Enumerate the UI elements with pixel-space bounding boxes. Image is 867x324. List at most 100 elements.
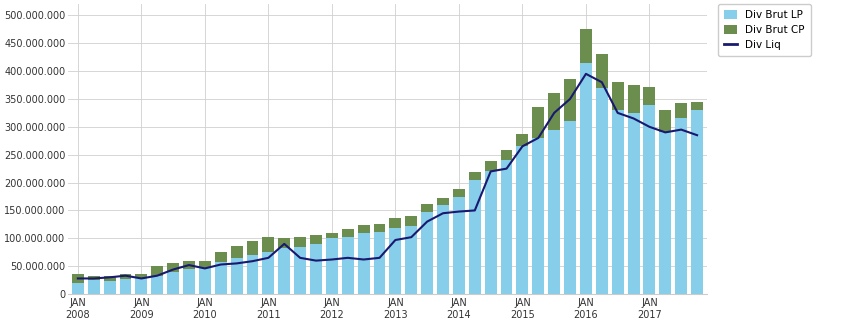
- Bar: [406, 216, 417, 226]
- Div Liq: [406, 235, 416, 239]
- Bar: [469, 180, 480, 294]
- Bar: [246, 255, 258, 294]
- Div Liq: [121, 274, 131, 278]
- Bar: [675, 103, 688, 119]
- Bar: [215, 252, 226, 262]
- Bar: [612, 110, 623, 294]
- Bar: [151, 266, 163, 276]
- Bar: [231, 246, 243, 258]
- Bar: [120, 274, 132, 279]
- Bar: [183, 261, 195, 269]
- Div Liq: [136, 276, 147, 280]
- Bar: [278, 238, 290, 249]
- Bar: [342, 229, 354, 237]
- Div Liq: [295, 256, 305, 260]
- Bar: [104, 276, 115, 281]
- Bar: [263, 237, 274, 252]
- Div Liq: [88, 276, 99, 280]
- Div Liq: [422, 220, 433, 224]
- Bar: [88, 280, 100, 294]
- Bar: [374, 232, 386, 294]
- Bar: [183, 269, 195, 294]
- Bar: [643, 87, 655, 105]
- Div Liq: [629, 117, 639, 121]
- Bar: [104, 281, 115, 294]
- Div Liq: [327, 258, 337, 261]
- Div Liq: [565, 97, 576, 101]
- Bar: [294, 247, 306, 294]
- Div Liq: [73, 276, 83, 280]
- Div Liq: [660, 131, 670, 134]
- Div Liq: [486, 169, 496, 173]
- Bar: [120, 279, 132, 294]
- Div Liq: [231, 261, 242, 265]
- Bar: [278, 249, 290, 294]
- Bar: [342, 237, 354, 294]
- Div Liq: [358, 258, 368, 261]
- Div Liq: [199, 266, 210, 270]
- Bar: [660, 110, 671, 133]
- Div Liq: [581, 72, 591, 76]
- Bar: [548, 130, 560, 294]
- Bar: [532, 138, 544, 294]
- Div Liq: [264, 256, 274, 260]
- Div Liq: [168, 268, 179, 272]
- Bar: [437, 198, 449, 205]
- Bar: [310, 235, 322, 244]
- Bar: [453, 196, 465, 294]
- Bar: [72, 283, 84, 294]
- Bar: [485, 161, 497, 171]
- Div Liq: [470, 209, 480, 213]
- Bar: [643, 105, 655, 294]
- Div Liq: [518, 145, 528, 148]
- Div Liq: [676, 128, 687, 132]
- Div Liq: [247, 259, 257, 263]
- Bar: [326, 233, 338, 238]
- Bar: [532, 107, 544, 138]
- Div Liq: [453, 210, 464, 214]
- Bar: [500, 160, 512, 294]
- Bar: [660, 133, 671, 294]
- Bar: [199, 260, 211, 268]
- Bar: [72, 274, 84, 283]
- Bar: [389, 218, 401, 228]
- Div Liq: [152, 274, 162, 278]
- Bar: [358, 233, 369, 294]
- Div Liq: [644, 125, 655, 129]
- Bar: [564, 79, 576, 121]
- Bar: [517, 134, 528, 146]
- Bar: [691, 102, 703, 110]
- Bar: [199, 268, 211, 294]
- Bar: [88, 276, 100, 280]
- Div Liq: [533, 136, 544, 140]
- Div Liq: [184, 263, 194, 267]
- Bar: [628, 113, 640, 294]
- Line: Div Liq: Div Liq: [78, 74, 697, 278]
- Bar: [564, 121, 576, 294]
- Bar: [612, 82, 623, 110]
- Div Liq: [438, 211, 448, 215]
- Bar: [151, 276, 163, 294]
- Div Liq: [310, 259, 321, 262]
- Bar: [294, 237, 306, 247]
- Bar: [310, 244, 322, 294]
- Bar: [215, 262, 226, 294]
- Div Liq: [104, 275, 114, 279]
- Bar: [421, 204, 434, 212]
- Legend: Div Brut LP, Div Brut CP, Div Liq: Div Brut LP, Div Brut CP, Div Liq: [718, 4, 811, 56]
- Bar: [675, 119, 688, 294]
- Bar: [421, 212, 434, 294]
- Bar: [485, 171, 497, 294]
- Bar: [548, 93, 560, 130]
- Bar: [437, 205, 449, 294]
- Bar: [500, 150, 512, 160]
- Div Liq: [216, 262, 226, 266]
- Bar: [135, 274, 147, 278]
- Bar: [358, 225, 369, 233]
- Div Liq: [390, 238, 401, 242]
- Bar: [406, 226, 417, 294]
- Div Liq: [549, 111, 559, 115]
- Bar: [374, 225, 386, 232]
- Div Liq: [342, 256, 353, 260]
- Bar: [596, 54, 608, 88]
